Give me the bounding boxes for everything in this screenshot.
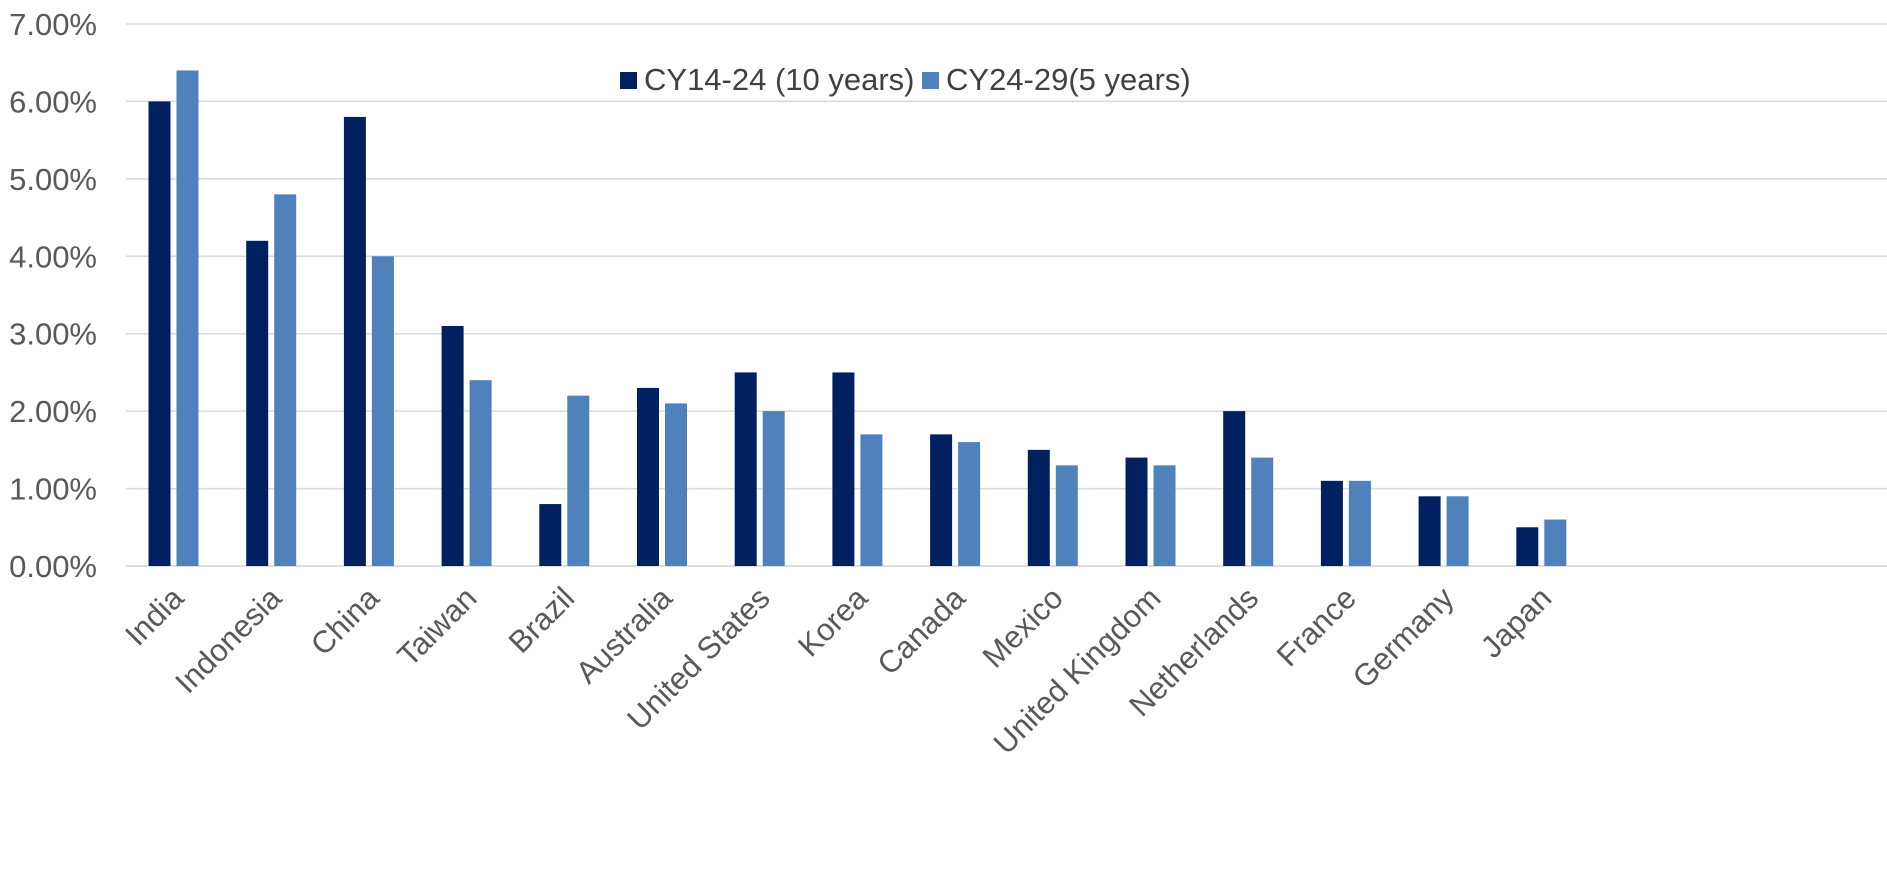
bar-series1-korea bbox=[832, 372, 855, 566]
legend-label: CY24-29(5 years) bbox=[946, 62, 1191, 97]
y-tick-label: 3.00% bbox=[9, 317, 97, 352]
y-tick-label: 5.00% bbox=[9, 162, 97, 197]
bar-series1-united-kingdom bbox=[1125, 457, 1148, 566]
bar-series2-united-kingdom bbox=[1153, 465, 1176, 566]
bar-series2-united-states bbox=[762, 411, 785, 566]
bar-series1-china bbox=[343, 116, 366, 567]
y-axis-tick-labels: 0.00% 1.00% 2.00% 3.00% 4.00% 5.00% 6.00% 7.00% bbox=[9, 7, 97, 584]
bar-series2-brazil bbox=[567, 395, 590, 566]
bar-series2-korea bbox=[860, 434, 883, 566]
legend-swatch bbox=[620, 72, 637, 89]
x-tick-label: Brazil bbox=[502, 580, 582, 660]
y-tick-label: 1.00% bbox=[9, 472, 97, 507]
bar-series1-germany bbox=[1418, 496, 1441, 566]
bar-series2-indonesia bbox=[274, 194, 297, 567]
x-tick-label: Indonesia bbox=[168, 580, 288, 700]
x-tick-label: China bbox=[304, 580, 387, 663]
bar-series2-india bbox=[176, 70, 199, 566]
x-tick-label: Taiwan bbox=[391, 580, 484, 673]
bar-series1-brazil bbox=[539, 504, 562, 566]
bar-series2-canada bbox=[958, 442, 981, 566]
bar-series1-indonesia bbox=[246, 240, 269, 567]
bar-series2-germany bbox=[1446, 496, 1469, 566]
bar-series2-france bbox=[1348, 480, 1371, 566]
bar-series2-taiwan bbox=[469, 380, 492, 566]
y-tick-label: 2.00% bbox=[9, 394, 97, 429]
x-tick-label: Korea bbox=[791, 580, 875, 664]
x-tick-label: Germany bbox=[1346, 580, 1461, 695]
bar-series1-india bbox=[148, 101, 171, 566]
bar-series2-china bbox=[371, 256, 394, 566]
bar-series1-taiwan bbox=[441, 325, 464, 566]
y-tick-label: 7.00% bbox=[9, 7, 97, 42]
bar-series2-mexico bbox=[1055, 465, 1078, 566]
x-tick-label: Canada bbox=[871, 580, 973, 682]
x-tick-label: France bbox=[1270, 580, 1363, 673]
y-tick-label: 0.00% bbox=[9, 549, 97, 584]
legend-swatch bbox=[922, 72, 939, 89]
bar-series1-mexico bbox=[1027, 449, 1050, 566]
gridlines bbox=[126, 23, 1887, 567]
legend: CY14-24 (10 years) CY24-29(5 years) bbox=[620, 62, 1191, 97]
bar-series1-france bbox=[1320, 480, 1343, 566]
bar-series1-australia bbox=[637, 387, 659, 566]
x-tick-label: Japan bbox=[1474, 580, 1558, 664]
y-tick-label: 6.00% bbox=[9, 84, 97, 119]
bar-series2-australia bbox=[665, 403, 687, 566]
bar-series1-united-states bbox=[734, 372, 757, 566]
legend-label: CY14-24 (10 years) bbox=[644, 62, 915, 97]
bars bbox=[148, 70, 1567, 567]
bar-series1-netherlands bbox=[1223, 411, 1246, 566]
x-tick-label: United Kingdom bbox=[987, 580, 1168, 761]
x-tick-label: India bbox=[118, 580, 191, 653]
x-tick-label: Mexico bbox=[976, 580, 1070, 674]
bar-series1-japan bbox=[1516, 527, 1539, 566]
y-tick-label: 4.00% bbox=[9, 239, 97, 274]
bar-series2-japan bbox=[1544, 519, 1567, 566]
bar-series1-canada bbox=[930, 434, 953, 566]
bar-series2-netherlands bbox=[1251, 457, 1274, 566]
